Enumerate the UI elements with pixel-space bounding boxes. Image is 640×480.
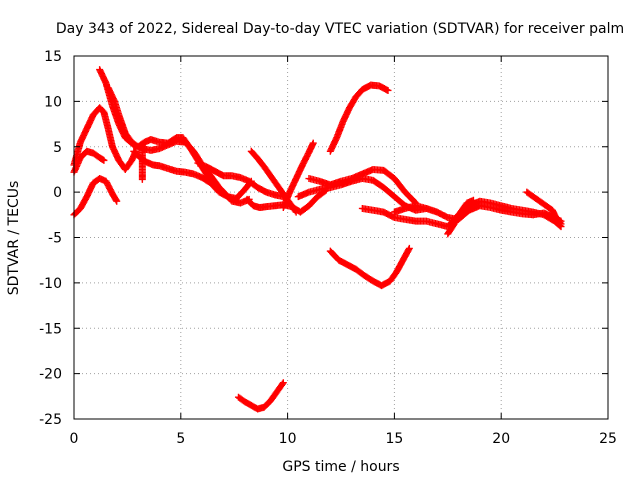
y-tick-label: -15 <box>39 321 62 337</box>
series-arc-17 <box>390 202 565 225</box>
data-point <box>113 197 121 205</box>
data-point <box>384 86 392 94</box>
series-arc-4 <box>96 66 240 205</box>
series-arc-7 <box>138 141 146 183</box>
y-tick-label: -10 <box>39 276 62 292</box>
x-tick-label: 20 <box>492 431 510 447</box>
data-point <box>138 175 146 183</box>
data-point <box>278 380 286 388</box>
grid <box>74 56 608 419</box>
data-point <box>291 207 299 215</box>
series-arc-11 <box>279 139 317 212</box>
x-tick-label: 0 <box>70 431 79 447</box>
axis-ticks: 0 5 10 15 20 25 -25 -20 -15 -10 -5 0 5 10 15 <box>39 49 617 447</box>
data-point <box>112 196 120 204</box>
series-arc-8 <box>194 159 287 201</box>
series-arc-18 <box>444 196 477 238</box>
data-point <box>405 246 413 254</box>
data-point <box>556 219 564 227</box>
chart-title: Day 343 of 2022, Sidereal Day-to-day VTE… <box>56 21 624 37</box>
y-axis-label: SDTVAR / TECUs <box>6 181 22 296</box>
series-arc-15 <box>326 244 413 290</box>
series-arc-5 <box>104 84 253 207</box>
x-tick-label: 15 <box>385 431 403 447</box>
series-arc-13 <box>305 165 420 207</box>
data-point <box>100 156 108 164</box>
data-point <box>292 208 300 216</box>
data-point <box>279 379 287 387</box>
series-arc-20 <box>234 379 287 413</box>
x-axis-label: GPS time / hours <box>282 459 399 475</box>
data-point <box>309 139 317 147</box>
data-point <box>469 196 477 204</box>
x-tick-label: 25 <box>599 431 617 447</box>
y-tick-label: -20 <box>39 367 62 383</box>
x-tick-label: 10 <box>279 431 297 447</box>
series-arc-3 <box>70 175 121 219</box>
data-point <box>557 220 565 228</box>
series-arc-1 <box>70 104 140 173</box>
x-tick-label: 5 <box>176 431 185 447</box>
data-points <box>70 66 565 413</box>
y-tick-label: 5 <box>53 140 62 156</box>
data-point <box>405 244 413 252</box>
y-tick-label: 15 <box>44 49 62 65</box>
series-arc-19 <box>523 188 565 228</box>
series-arc-2 <box>70 147 108 176</box>
y-tick-label: -25 <box>39 412 62 428</box>
y-tick-label: 10 <box>44 94 62 110</box>
y-tick-label: 0 <box>53 185 62 201</box>
y-tick-label: -5 <box>48 231 62 247</box>
series-arc-14 <box>326 81 392 155</box>
series-arc-6 <box>130 147 255 202</box>
